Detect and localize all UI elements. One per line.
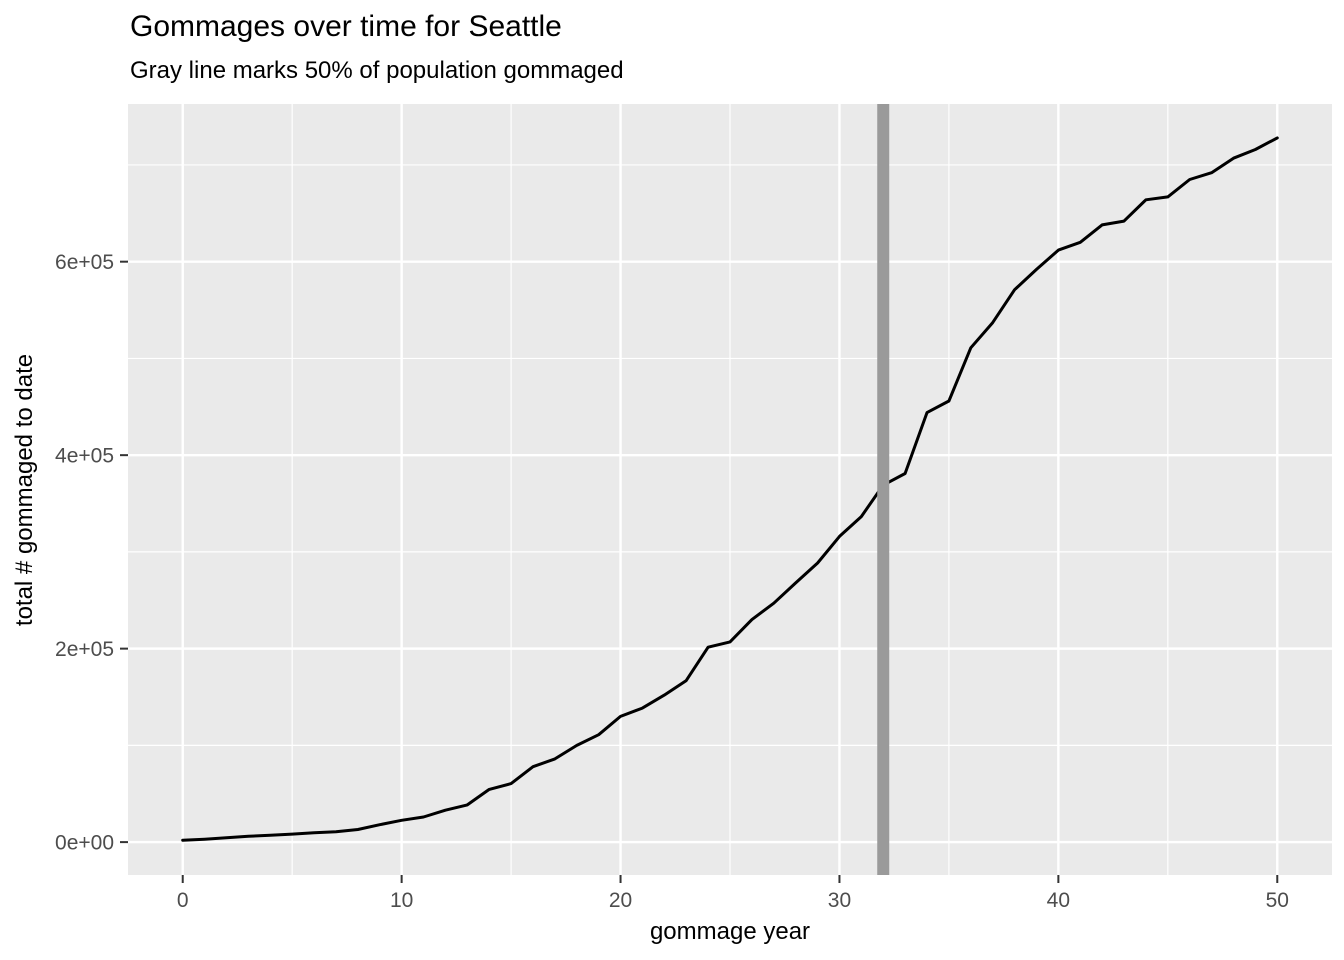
gridlines-major xyxy=(128,104,1332,875)
cumulative-gommages-line xyxy=(181,136,1279,842)
x-tick-label: 10 xyxy=(390,889,413,912)
x-tick-label: 0 xyxy=(177,889,189,912)
x-tick-label: 20 xyxy=(609,889,632,912)
plot-title: Gommages over time for Seattle xyxy=(130,10,562,43)
plot-subtitle: Gray line marks 50% of population gommag… xyxy=(130,57,624,84)
gridlines-minor xyxy=(128,104,1332,875)
x-tick-label: 50 xyxy=(1266,889,1289,912)
x-tick-label: 30 xyxy=(828,889,851,912)
axis-tick-marks xyxy=(120,260,1279,883)
y-tick-label: 4e+05 xyxy=(55,445,114,468)
y-tick-label: 6e+05 xyxy=(55,251,114,274)
x-tick-label: 40 xyxy=(1047,889,1070,912)
y-axis-title: total # gommaged to date xyxy=(11,353,38,627)
axis-tick-labels: 0 10 20 30 40 50 0e+00 2e+05 4e+05 6e+05 xyxy=(55,251,1289,912)
y-tick-label: 0e+00 xyxy=(55,832,114,855)
x-axis-title: gommage year xyxy=(649,918,811,945)
y-tick-label: 2e+05 xyxy=(55,638,114,661)
